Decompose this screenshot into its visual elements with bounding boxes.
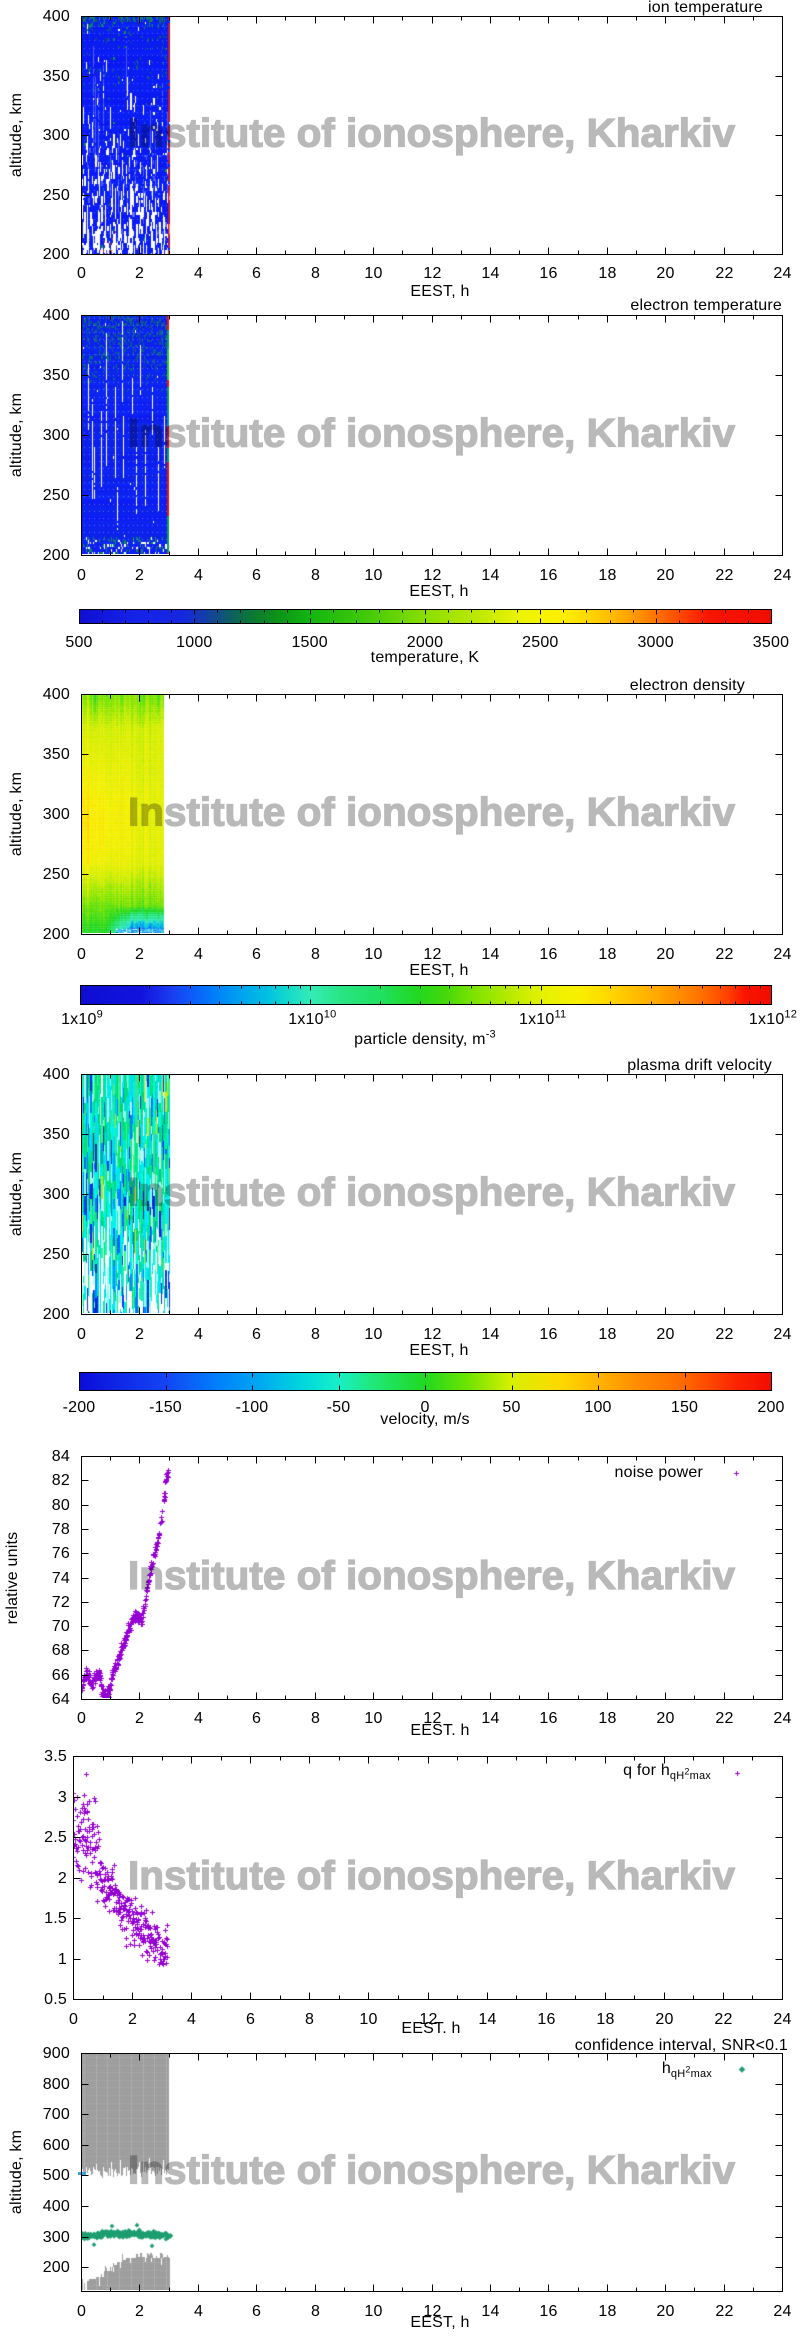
svg-text:Institute of ionosphere, Khark: Institute of ionosphere, Kharkiv [128, 2149, 736, 2193]
svg-text:Institute of ionosphere, Khark: Institute of ionosphere, Kharkiv [128, 791, 736, 835]
svg-text:Institute of ionosphere, Khark: Institute of ionosphere, Kharkiv [128, 1854, 736, 1898]
svg-text:Institute of ionosphere, Khark: Institute of ionosphere, Kharkiv [128, 1171, 736, 1215]
svg-text:Institute of ionosphere, Khark: Institute of ionosphere, Kharkiv [128, 112, 736, 156]
svg-text:Institute of ionosphere, Khark: Institute of ionosphere, Kharkiv [128, 412, 736, 456]
svg-text:Institute of ionosphere, Khark: Institute of ionosphere, Kharkiv [128, 1554, 736, 1598]
